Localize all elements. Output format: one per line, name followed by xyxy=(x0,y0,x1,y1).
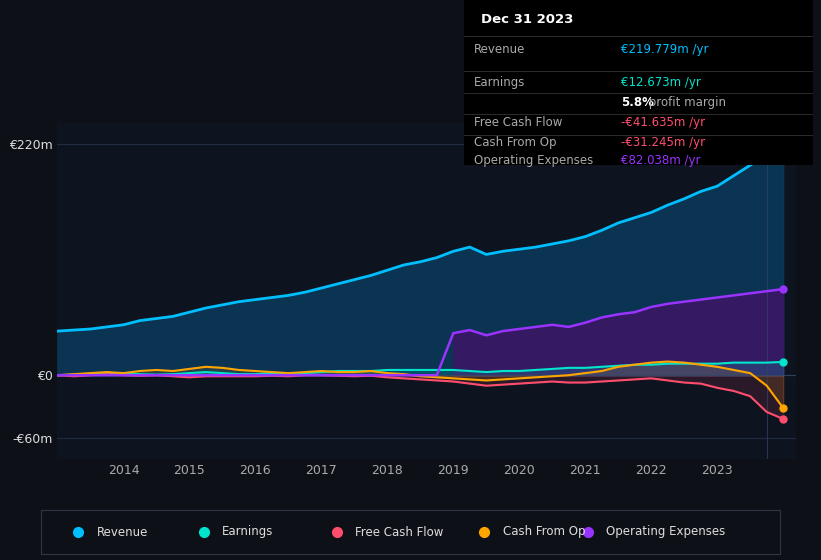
Text: profit margin: profit margin xyxy=(645,96,727,109)
Text: Dec 31 2023: Dec 31 2023 xyxy=(481,13,574,26)
Text: Revenue: Revenue xyxy=(475,43,525,56)
Text: Operating Expenses: Operating Expenses xyxy=(475,154,594,167)
Text: Free Cash Flow: Free Cash Flow xyxy=(475,116,562,129)
Text: €82.038m /yr: €82.038m /yr xyxy=(621,154,700,167)
Text: -€31.245m /yr: -€31.245m /yr xyxy=(621,136,705,148)
Text: 5.8%: 5.8% xyxy=(621,96,654,109)
Text: Cash From Op: Cash From Op xyxy=(502,525,585,539)
Text: Cash From Op: Cash From Op xyxy=(475,136,557,148)
Text: Earnings: Earnings xyxy=(475,76,525,89)
Text: Earnings: Earnings xyxy=(222,525,273,539)
Text: €219.779m /yr: €219.779m /yr xyxy=(621,43,709,56)
Text: Revenue: Revenue xyxy=(97,525,148,539)
Text: Free Cash Flow: Free Cash Flow xyxy=(355,525,443,539)
Text: €12.673m /yr: €12.673m /yr xyxy=(621,76,701,89)
Text: Operating Expenses: Operating Expenses xyxy=(606,525,726,539)
Text: -€41.635m /yr: -€41.635m /yr xyxy=(621,116,705,129)
